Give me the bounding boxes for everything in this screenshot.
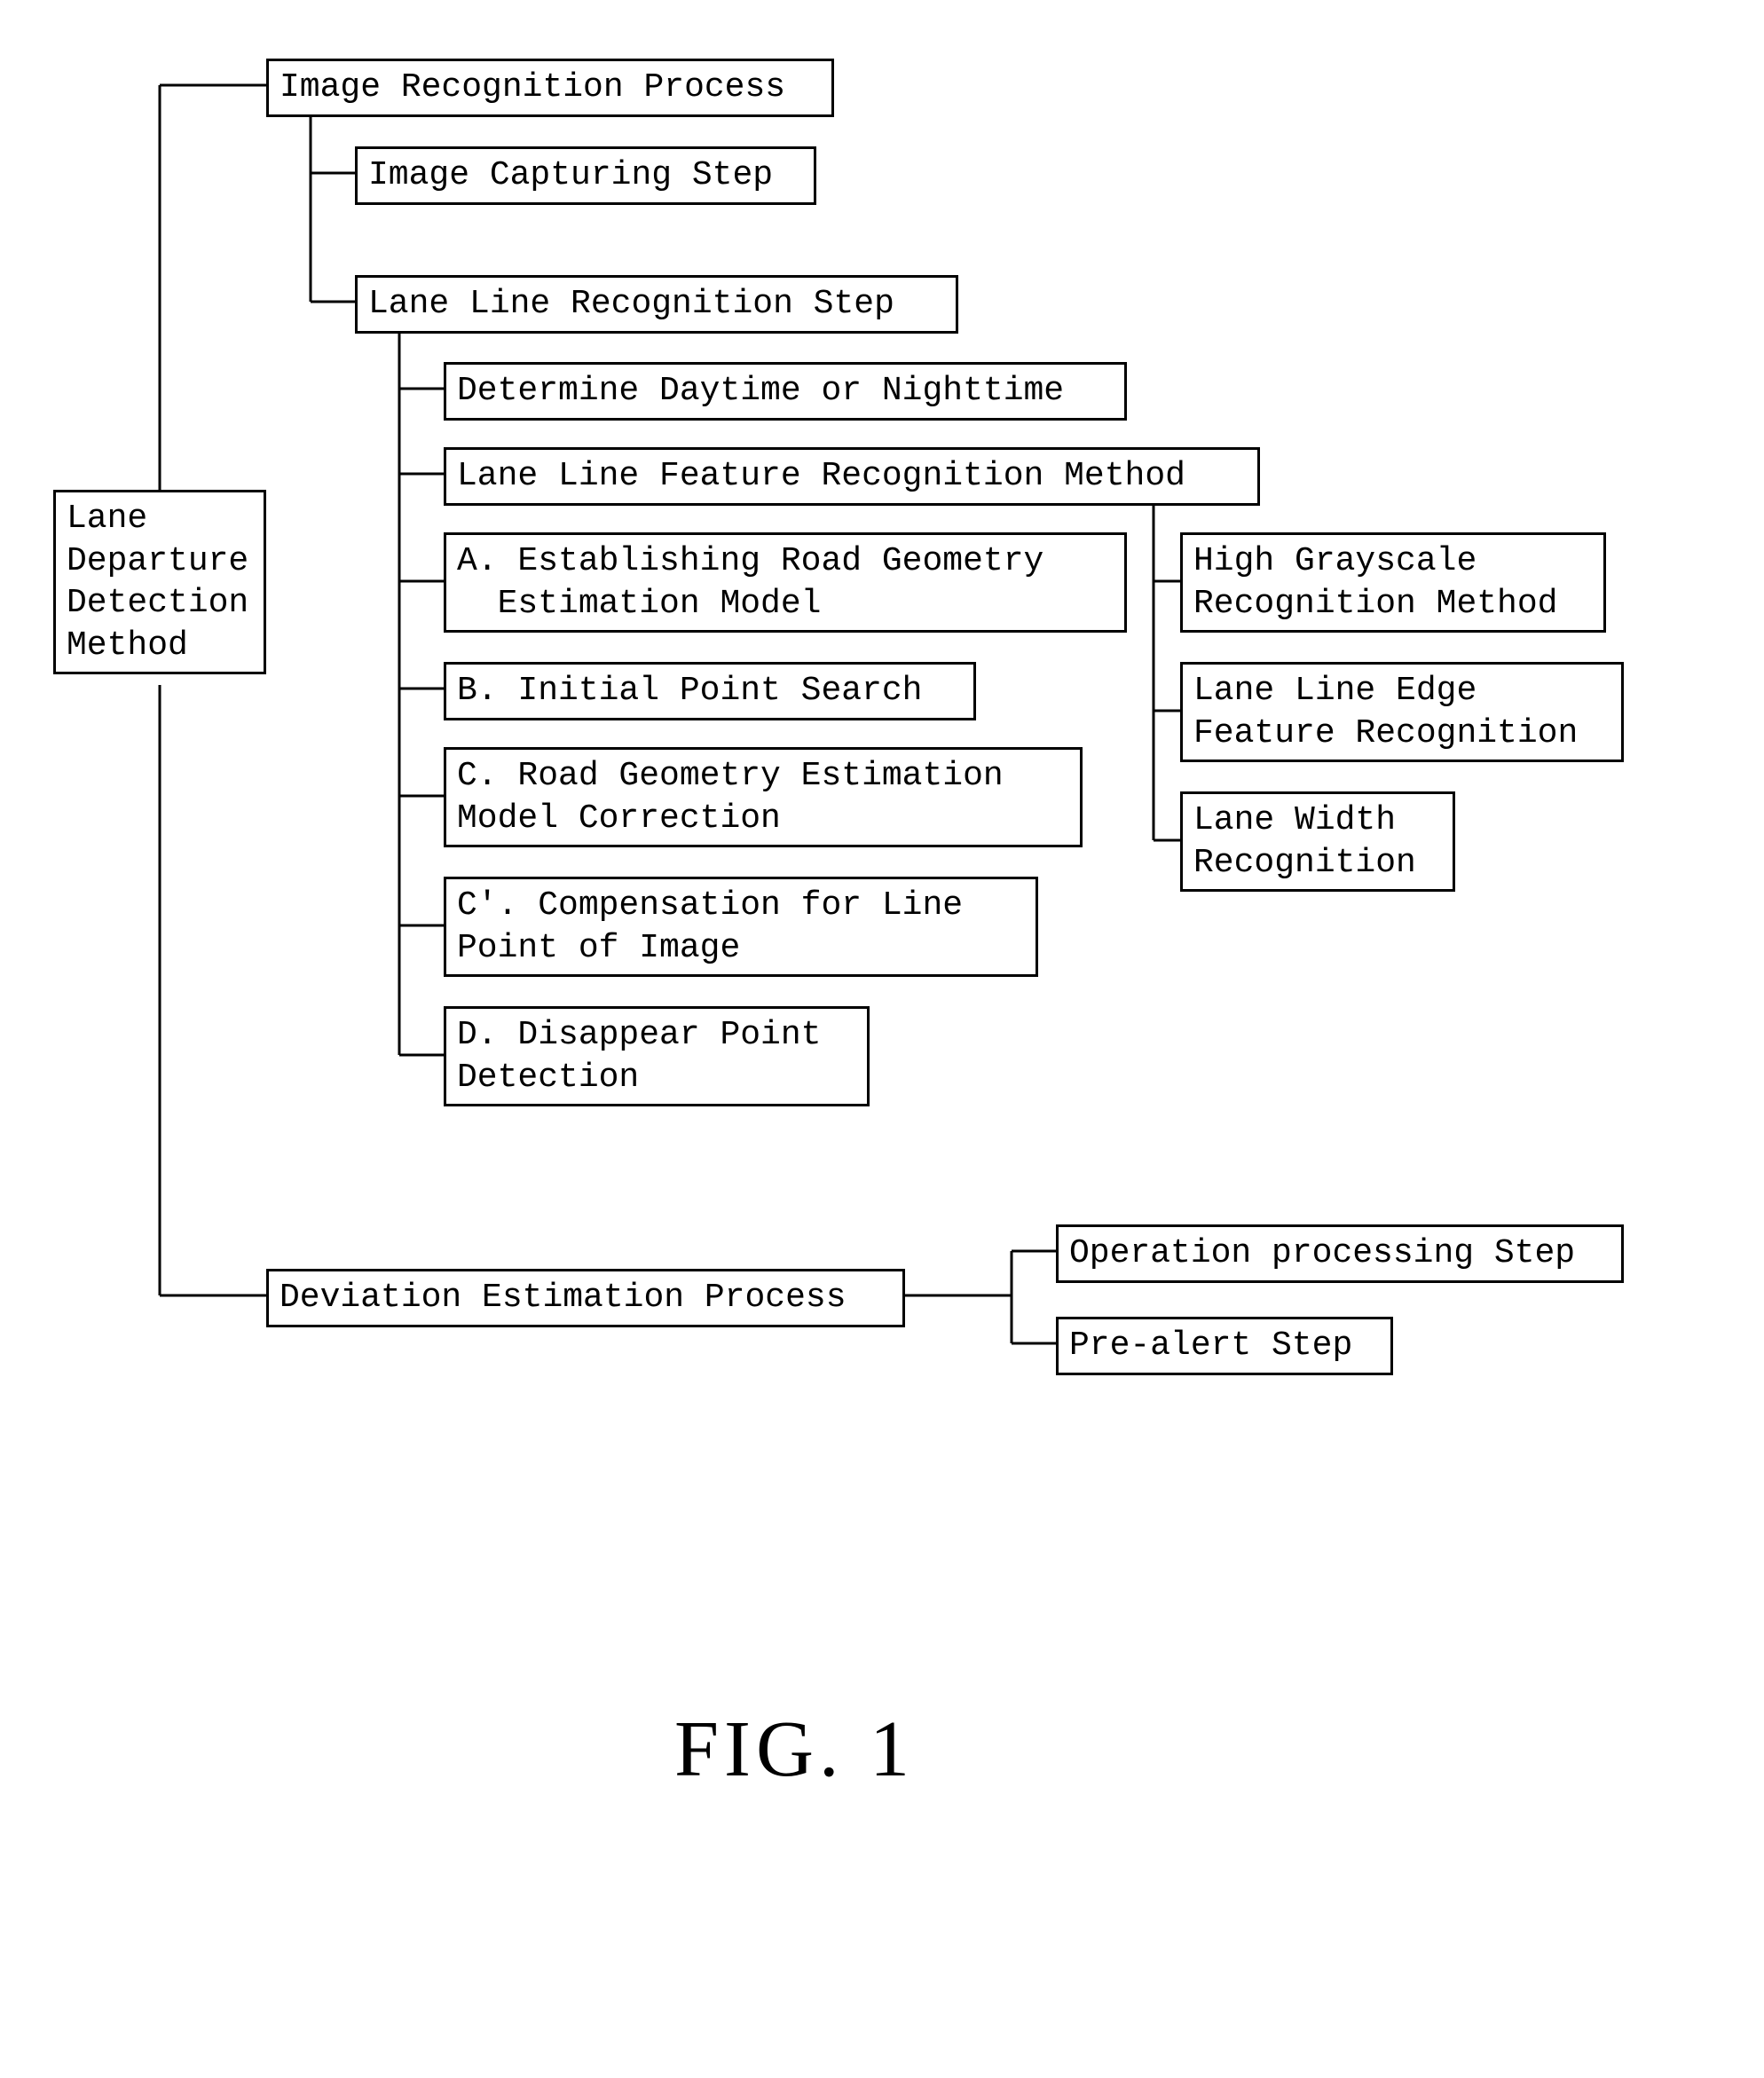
node-c-road-geometry-correction: C. Road Geometry Estimation Model Correc…: [444, 747, 1083, 847]
node-cprime-compensation: C'. Compensation for Line Point of Image: [444, 877, 1038, 977]
node-lane-width-recognition: Lane Width Recognition: [1180, 791, 1455, 892]
node-a-road-geometry-model: A. Establishing Road Geometry Estimation…: [444, 532, 1127, 633]
node-root: Lane Departure Detection Method: [53, 490, 266, 674]
node-high-grayscale-recognition: High Grayscale Recognition Method: [1180, 532, 1606, 633]
node-determine-daytime-nighttime: Determine Daytime or Nighttime: [444, 362, 1127, 421]
node-pre-alert-step: Pre-alert Step: [1056, 1317, 1393, 1375]
node-d-disappear-point: D. Disappear Point Detection: [444, 1006, 870, 1106]
node-lane-line-edge-feature: Lane Line Edge Feature Recognition: [1180, 662, 1624, 762]
node-lane-line-feature-recognition-method: Lane Line Feature Recognition Method: [444, 447, 1260, 506]
figure-caption: FIG. 1: [674, 1704, 915, 1795]
node-lane-line-recognition-step: Lane Line Recognition Step: [355, 275, 958, 334]
node-image-recognition-process: Image Recognition Process: [266, 59, 834, 117]
node-operation-processing-step: Operation processing Step: [1056, 1224, 1624, 1283]
node-image-capturing-step: Image Capturing Step: [355, 146, 816, 205]
node-b-initial-point-search: B. Initial Point Search: [444, 662, 976, 720]
node-deviation-estimation-process: Deviation Estimation Process: [266, 1269, 905, 1327]
